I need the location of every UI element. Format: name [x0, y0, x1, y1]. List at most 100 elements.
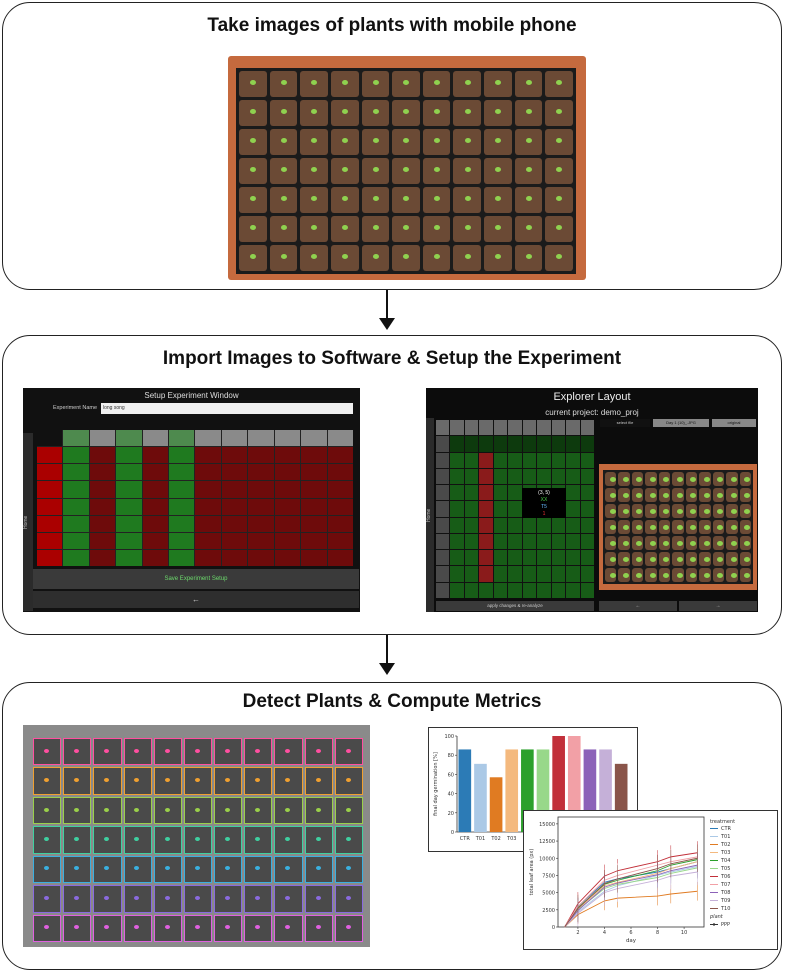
explorer-grid-cell[interactable] — [493, 452, 508, 468]
explorer-grid-cell[interactable] — [566, 468, 580, 485]
explorer-grid-cell[interactable] — [493, 468, 508, 485]
explorer-grid-cell[interactable] — [508, 485, 522, 501]
explorer-grid-cell[interactable] — [436, 501, 450, 517]
setup-grid-cell[interactable] — [37, 481, 63, 498]
setup-grid-cell[interactable] — [169, 447, 195, 464]
setup-grid-cell[interactable] — [89, 532, 116, 549]
setup-grid-cell[interactable] — [221, 464, 248, 481]
setup-grid-cell[interactable] — [221, 515, 248, 532]
setup-grid-cell[interactable] — [221, 430, 248, 447]
explorer-grid-cell[interactable] — [508, 468, 522, 485]
explorer-grid-cell[interactable] — [464, 550, 479, 566]
explorer-grid-cell[interactable] — [464, 436, 479, 452]
setup-grid-cell[interactable] — [274, 515, 301, 532]
setup-grid-cell[interactable] — [116, 447, 142, 464]
explorer-grid-cell[interactable] — [464, 517, 479, 533]
explorer-grid-cell[interactable] — [566, 517, 580, 533]
explorer-grid-cell[interactable] — [450, 501, 464, 517]
setup-grid-cell[interactable] — [248, 532, 274, 549]
explorer-grid-cell[interactable] — [508, 436, 522, 452]
explorer-grid-cell[interactable] — [551, 566, 566, 582]
explorer-grid-cell[interactable] — [464, 420, 479, 436]
explorer-grid-cell[interactable] — [551, 420, 566, 436]
explorer-grid-cell[interactable] — [551, 517, 566, 533]
setup-grid-cell[interactable] — [63, 430, 89, 447]
explorer-grid-cell[interactable] — [537, 533, 551, 550]
explorer-grid-cell[interactable] — [479, 468, 493, 485]
explorer-grid-cell[interactable] — [566, 436, 580, 452]
explorer-grid-cell[interactable] — [537, 517, 551, 533]
setup-grid-cell[interactable] — [89, 498, 116, 515]
explorer-grid-cell[interactable] — [493, 517, 508, 533]
next-image-button[interactable]: → — [679, 601, 757, 611]
setup-grid-cell[interactable] — [169, 515, 195, 532]
explorer-grid-cell[interactable] — [580, 550, 594, 566]
explorer-grid-cell[interactable] — [508, 533, 522, 550]
explorer-grid-cell[interactable] — [580, 501, 594, 517]
explorer-grid-cell[interactable] — [479, 517, 493, 533]
explorer-grid-cell[interactable] — [479, 485, 493, 501]
explorer-grid-cell[interactable] — [522, 582, 537, 598]
explorer-grid-cell[interactable] — [537, 420, 551, 436]
explorer-grid-cell[interactable] — [464, 533, 479, 550]
setup-grid-cell[interactable] — [327, 481, 353, 498]
explorer-grid-cell[interactable] — [450, 517, 464, 533]
explorer-grid-cell[interactable] — [580, 517, 594, 533]
setup-grid-cell[interactable] — [116, 464, 142, 481]
home-tab[interactable]: Home — [23, 433, 33, 611]
explorer-grid-cell[interactable] — [479, 501, 493, 517]
explorer-grid-cell[interactable] — [537, 436, 551, 452]
explorer-grid-cell[interactable] — [450, 485, 464, 501]
setup-grid-cell[interactable] — [274, 532, 301, 549]
explorer-grid-cell[interactable] — [522, 468, 537, 485]
setup-grid-cell[interactable] — [274, 447, 301, 464]
file-name-field[interactable]: Day 1 (10)_.JPG — [653, 419, 709, 427]
setup-grid-cell[interactable] — [116, 515, 142, 532]
setup-grid-cell[interactable] — [142, 515, 169, 532]
save-experiment-button[interactable]: Save Experiment Setup — [33, 569, 359, 589]
explorer-grid-cell[interactable] — [522, 517, 537, 533]
explorer-grid-cell[interactable] — [566, 485, 580, 501]
explorer-grid-cell[interactable] — [436, 468, 450, 485]
explorer-grid-cell[interactable] — [479, 566, 493, 582]
explorer-grid-cell[interactable] — [580, 566, 594, 582]
setup-grid-cell[interactable] — [142, 430, 169, 447]
explorer-grid-cell[interactable] — [566, 566, 580, 582]
setup-grid-cell[interactable] — [301, 481, 327, 498]
explorer-grid-cell[interactable] — [450, 468, 464, 485]
explorer-grid-cell[interactable] — [537, 582, 551, 598]
setup-grid-cell[interactable] — [89, 515, 116, 532]
setup-grid-cell[interactable] — [89, 430, 116, 447]
explorer-grid-cell[interactable] — [508, 517, 522, 533]
setup-grid-cell[interactable] — [221, 447, 248, 464]
setup-grid-cell[interactable] — [301, 549, 327, 566]
explorer-grid-cell[interactable] — [566, 452, 580, 468]
setup-grid-cell[interactable] — [248, 430, 274, 447]
select-file-button[interactable]: select file — [600, 419, 650, 427]
explorer-grid-cell[interactable] — [493, 582, 508, 598]
explorer-grid-cell[interactable] — [580, 582, 594, 598]
setup-grid-cell[interactable] — [301, 515, 327, 532]
setup-grid-cell[interactable] — [195, 515, 221, 532]
setup-grid-cell[interactable] — [89, 481, 116, 498]
explorer-grid-cell[interactable] — [479, 420, 493, 436]
explorer-grid-cell[interactable] — [580, 485, 594, 501]
setup-grid-cell[interactable] — [63, 532, 89, 549]
setup-grid-cell[interactable] — [116, 430, 142, 447]
setup-grid-cell[interactable] — [89, 464, 116, 481]
setup-grid-cell[interactable] — [248, 447, 274, 464]
explorer-grid-cell[interactable] — [566, 533, 580, 550]
setup-grid-cell[interactable] — [195, 498, 221, 515]
home-tab[interactable]: Home — [426, 418, 434, 612]
setup-grid-cell[interactable] — [327, 447, 353, 464]
setup-grid-cell[interactable] — [274, 430, 301, 447]
setup-grid-cell[interactable] — [301, 498, 327, 515]
explorer-grid-cell[interactable] — [436, 436, 450, 452]
setup-grid-cell[interactable] — [63, 549, 89, 566]
setup-grid-cell[interactable] — [116, 532, 142, 549]
explorer-grid-cell[interactable] — [436, 550, 450, 566]
explorer-grid-cell[interactable] — [436, 485, 450, 501]
explorer-grid-cell[interactable] — [450, 566, 464, 582]
setup-grid-cell[interactable] — [301, 447, 327, 464]
setup-grid-cell[interactable] — [248, 464, 274, 481]
